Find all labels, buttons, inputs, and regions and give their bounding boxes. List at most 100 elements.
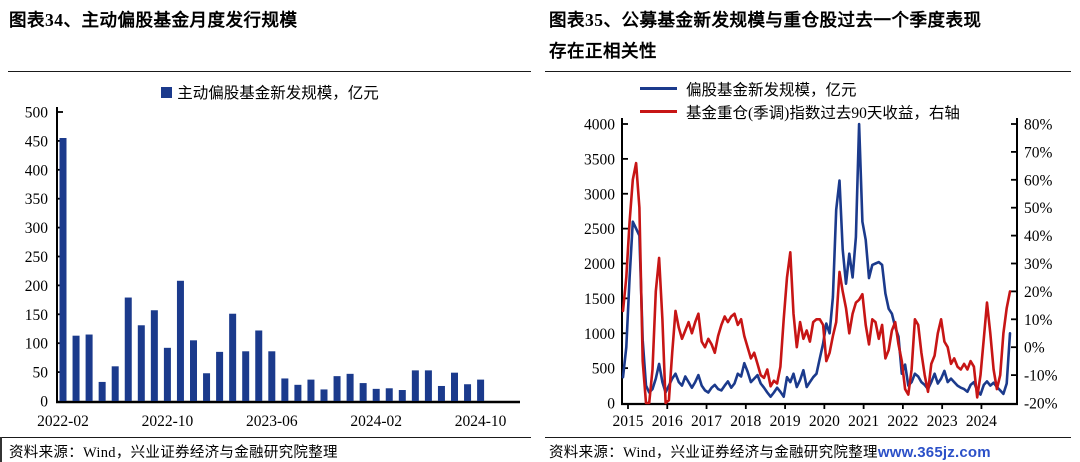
line-series xyxy=(621,122,1012,399)
bar xyxy=(229,313,237,401)
figure-34-title: 图表34、主动偏股基金月度发行规模 xyxy=(9,10,298,30)
y-axis-tick-label: 350 xyxy=(25,191,49,208)
figure-35-panel: 图表35、公募基金新发规模与重仓股过去一个季度表现 存在正相关性 偏股基金新发规… xyxy=(540,0,1080,462)
bar xyxy=(190,340,197,401)
bar xyxy=(163,347,171,401)
bar xyxy=(398,390,406,401)
title-divider-line xyxy=(545,71,1071,72)
figure-35-title: 图表35、公募基金新发规模与重仓股过去一个季度表现 存在正相关性 xyxy=(549,5,1072,67)
bar xyxy=(216,351,224,401)
bar xyxy=(98,381,106,401)
bar xyxy=(477,379,485,401)
bar xyxy=(242,351,250,401)
right-axis-tick-label: 80% xyxy=(1024,117,1053,134)
bar xyxy=(307,379,315,401)
left-axis-tick-label: 0 xyxy=(607,396,615,413)
figure-35-source: 资料来源：Wind，兴业证券经济与金融研究院整理www.365jz.com xyxy=(549,441,991,462)
x-axis-tick-label: 2016 xyxy=(652,413,683,430)
figure-35-title-line2: 存在正相关性 xyxy=(549,41,657,61)
bar xyxy=(176,280,184,401)
right-axis-tick-label: 0% xyxy=(1024,340,1045,357)
bar xyxy=(372,388,380,401)
left-axis-tick-label: 3000 xyxy=(584,186,615,203)
y-axis-tick-label: 300 xyxy=(25,220,49,237)
bar xyxy=(137,325,145,401)
bar xyxy=(346,373,354,401)
dual-axis-line-chart: 0 500 1000 1500 2000 2500 3000 3500 4000 -20% -10%… xyxy=(584,117,1058,431)
bar xyxy=(203,373,211,401)
left-axis-tick-label: 2500 xyxy=(584,221,615,238)
line-series xyxy=(621,161,1012,405)
y-axis-tick-label: 250 xyxy=(25,249,49,266)
bar-chart: 0 50 100 150 200 250 300 350 400 450 500 2022-02 202… xyxy=(25,105,520,430)
bar xyxy=(464,384,472,401)
figure-34-source: 资料来源：Wind，兴业证券经济与金融研究院整理 xyxy=(9,445,338,461)
legend-line-swatch-blue xyxy=(640,86,677,91)
y-axis-tick-label: 150 xyxy=(25,307,49,324)
right-axis-tick-label: 40% xyxy=(1024,228,1053,245)
left-axis-tick-label: 1500 xyxy=(584,291,615,308)
x-axis-tick-label: 2020 xyxy=(809,413,840,430)
figure-34-panel: 图表34、主动偏股基金月度发行规模 主动偏股基金新发规模，亿元 0 50 100 15… xyxy=(0,10,540,462)
x-axis-tick-label: 2017 xyxy=(691,413,722,430)
bar xyxy=(333,376,341,401)
figure-35-title-line1: 图表35、公募基金新发规模与重仓股过去一个季度表现 xyxy=(549,10,982,30)
x-axis-tick-label: 2022 xyxy=(887,413,918,430)
legend-row-blue: 偏股基金新发规模，亿元 xyxy=(640,77,960,100)
figure-34-legend: 主动偏股基金新发规模，亿元 xyxy=(0,81,540,103)
bar xyxy=(72,335,80,401)
y-axis-tick-label: 450 xyxy=(25,133,49,150)
right-axis-tick-label: 50% xyxy=(1024,200,1053,217)
y-axis-tick-label: 500 xyxy=(25,105,49,122)
x-axis-tick-label: 2024-10 xyxy=(455,413,507,430)
legend-label: 主动偏股基金新发规模，亿元 xyxy=(177,85,379,102)
bar xyxy=(268,351,276,401)
x-axis-tick-label: 2024 xyxy=(966,413,997,430)
y-axis-tick-label: 50 xyxy=(33,365,49,382)
bar xyxy=(59,138,67,401)
bar xyxy=(437,385,445,401)
left-axis-tick-label: 1000 xyxy=(584,326,615,343)
source-text: 资料来源：Wind，兴业证券经济与金融研究院整理 xyxy=(549,445,878,461)
bar xyxy=(320,389,328,401)
bar xyxy=(424,370,432,401)
bar xyxy=(85,334,93,401)
x-axis-tick-label: 2022-02 xyxy=(37,413,89,430)
bar xyxy=(255,330,263,401)
left-axis-tick-label: 500 xyxy=(592,361,616,378)
x-axis-tick-label: 2019 xyxy=(770,413,801,430)
x-axis-tick-label: 2018 xyxy=(730,413,761,430)
right-axis-tick-label: -10% xyxy=(1024,368,1058,385)
right-axis-tick-label: 10% xyxy=(1024,312,1053,329)
source-divider-line xyxy=(0,437,531,438)
bar xyxy=(359,383,367,401)
x-axis-tick-label: 2024-02 xyxy=(350,413,402,430)
left-axis-tick-label: 3500 xyxy=(584,151,615,168)
y-axis-tick-label: 400 xyxy=(25,162,49,179)
legend-label: 偏股基金新发规模，亿元 xyxy=(686,81,857,99)
x-axis-tick-label: 2021 xyxy=(848,413,879,430)
legend-label: 基金重仓(季调)指数过去90天收益，右轴 xyxy=(686,104,960,122)
legend-row-red: 基金重仓(季调)指数过去90天收益，右轴 xyxy=(640,100,960,123)
y-axis-tick-label: 200 xyxy=(25,278,49,295)
right-axis-tick-label: 70% xyxy=(1024,144,1053,161)
x-axis-tick-label: 2023 xyxy=(927,413,958,430)
bar xyxy=(111,366,119,401)
y-axis-tick-label: 100 xyxy=(25,336,49,353)
x-axis-tick-label: 2023-06 xyxy=(246,413,298,430)
title-divider-line xyxy=(8,71,531,72)
bar xyxy=(411,370,419,401)
legend-line-swatch-red xyxy=(640,109,677,114)
right-axis-tick-label: 20% xyxy=(1024,284,1053,301)
y-axis-tick-label: 0 xyxy=(40,394,48,411)
watermark-link[interactable]: www.365jz.com xyxy=(877,444,991,461)
right-axis-tick-label: 60% xyxy=(1024,172,1053,189)
table-border-tick xyxy=(0,437,2,462)
bar xyxy=(294,384,302,401)
bar xyxy=(385,388,393,401)
right-axis-tick-label: 30% xyxy=(1024,256,1053,273)
legend-square-swatch xyxy=(161,86,173,98)
x-axis-tick-label: 2022-10 xyxy=(142,413,194,430)
left-axis-tick-label: 2000 xyxy=(584,256,615,273)
